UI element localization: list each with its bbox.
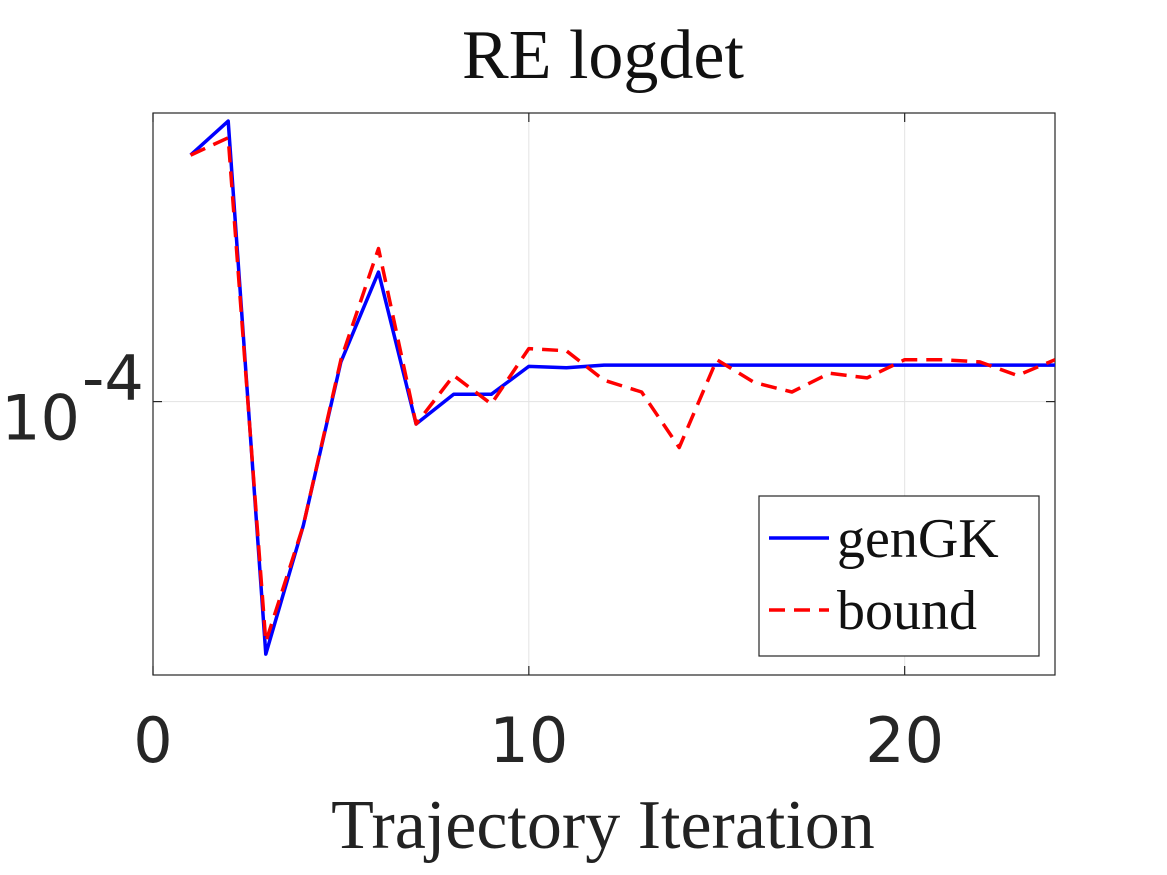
legend: genGK bound <box>758 495 1040 657</box>
x-tick-label: 0 <box>133 704 172 777</box>
legend-box <box>758 495 1040 657</box>
series-line-bound <box>189 136 1055 644</box>
x-tick-label: 10 <box>489 704 568 777</box>
x-axis-label: Trajectory Iteration <box>331 787 875 864</box>
chart-title: RE logdet <box>462 17 744 94</box>
y-tick-label-exponent: -4 <box>82 342 144 415</box>
x-tick-label: 20 <box>865 704 944 777</box>
legend-label-bound: bound <box>837 580 977 642</box>
axes-box <box>152 112 1056 676</box>
y-tick-label: 10 <box>1 382 80 455</box>
legend-label-genGK: genGK <box>837 508 999 570</box>
